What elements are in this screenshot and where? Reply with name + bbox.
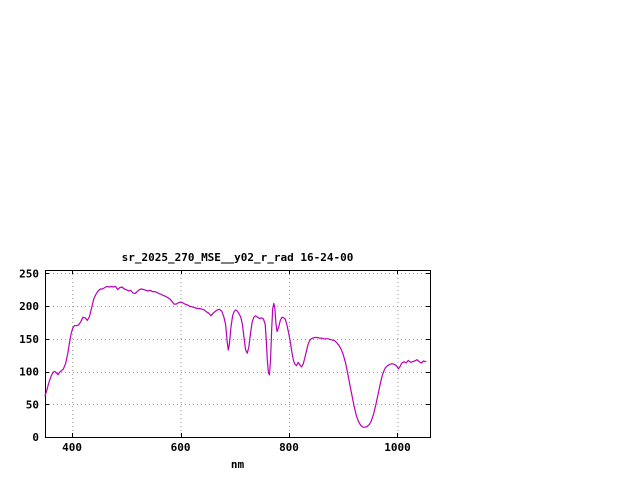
- x-tick-label: 400: [62, 441, 82, 454]
- x-tick-label: 1000: [384, 441, 411, 454]
- chart-title: sr_2025_270_MSE__y02_r_rad 16-24-00: [121, 251, 354, 264]
- x-tick-label: 800: [279, 441, 299, 454]
- plot-border: [45, 270, 431, 438]
- y-tick-label: 200: [19, 300, 39, 313]
- x-axis-label: nm: [230, 458, 245, 471]
- y-tick-label: 150: [19, 333, 39, 346]
- x-tick-label: 600: [171, 441, 191, 454]
- y-tick-label: 100: [19, 366, 39, 379]
- spectrum-line: [44, 285, 427, 428]
- y-tick-label: 0: [32, 431, 39, 444]
- y-tick-label: 50: [26, 398, 39, 411]
- y-tick-label: 250: [19, 267, 39, 280]
